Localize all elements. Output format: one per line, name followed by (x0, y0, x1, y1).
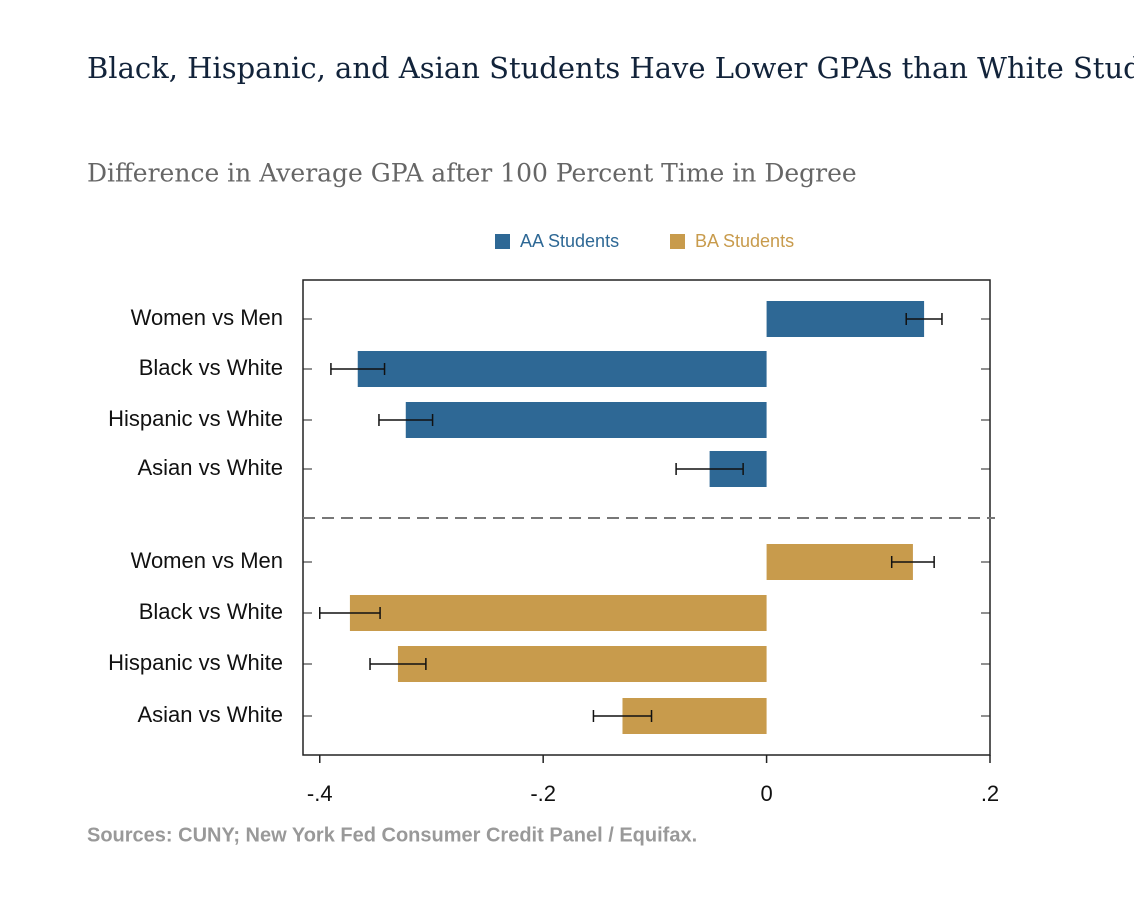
bar (766, 544, 913, 580)
y-tick-label: Women vs Men (131, 548, 283, 573)
y-tick-label: Black vs White (139, 355, 283, 380)
error-bar (319, 607, 381, 619)
chart-subtitle: Difference in Average GPA after 100 Perc… (87, 159, 857, 188)
error-bar (369, 658, 427, 670)
error-bar (890, 556, 935, 568)
y-tick-label: Women vs Men (131, 305, 283, 330)
x-tick-label: -.2 (530, 781, 556, 806)
error-bar (592, 710, 653, 722)
error-bar (675, 463, 744, 475)
x-tick-label: .2 (981, 781, 999, 806)
legend-swatch (495, 234, 510, 249)
legend-label: AA Students (520, 231, 619, 251)
error-bar (905, 313, 943, 325)
x-tick-label: 0 (760, 781, 772, 806)
y-tick-label: Asian vs White (138, 455, 284, 480)
chart-title: Black, Hispanic, and Asian Students Have… (87, 51, 1134, 85)
x-tick-label: -.4 (307, 781, 333, 806)
source-note: Sources: CUNY; New York Fed Consumer Cre… (87, 824, 697, 846)
legend-label: BA Students (695, 231, 794, 251)
bar (349, 595, 767, 631)
y-tick-label: Asian vs White (138, 702, 284, 727)
y-tick-label: Hispanic vs White (108, 406, 283, 431)
bar (766, 301, 925, 337)
error-bar (378, 414, 434, 426)
bar (405, 402, 767, 438)
y-tick-label: Black vs White (139, 599, 283, 624)
bar (397, 646, 767, 682)
error-bar (330, 363, 386, 375)
legend-swatch (670, 234, 685, 249)
bar (357, 351, 767, 387)
y-tick-label: Hispanic vs White (108, 650, 283, 675)
